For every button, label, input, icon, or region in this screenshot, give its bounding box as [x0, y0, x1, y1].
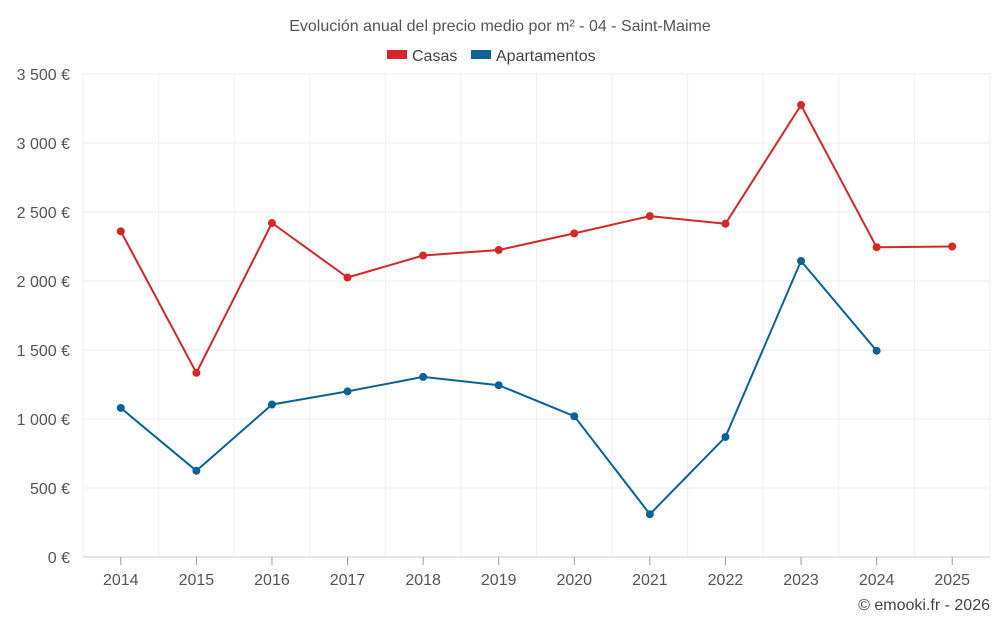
- data-point-casas-2021[interactable]: [645, 212, 654, 221]
- legend-label-casas: Casas: [412, 48, 457, 65]
- legend-swatch-casas: [387, 50, 407, 59]
- legend: Casas Apartamentos: [387, 48, 596, 65]
- y-axis: 0 € 500 € 1 000 € 1 500 € 2 000 € 2 500 € 3 00…: [17, 67, 70, 567]
- data-point-apartamentos-2024[interactable]: [872, 346, 881, 355]
- y-tick-label: 3 000 €: [17, 136, 70, 153]
- legend-swatch-apartamentos: [471, 50, 491, 59]
- data-point-casas-2019[interactable]: [494, 245, 503, 254]
- data-point-casas-2016[interactable]: [267, 219, 276, 228]
- y-tick-label: 2 500 €: [17, 205, 70, 222]
- data-point-apartamentos-2021[interactable]: [645, 510, 654, 519]
- x-tick-label: 2021: [632, 572, 668, 589]
- y-tick-label: 0 €: [48, 550, 70, 567]
- y-tick-label: 500 €: [30, 481, 70, 498]
- legend-item-apartamentos[interactable]: Apartamentos: [471, 48, 596, 65]
- legend-label-apartamentos: Apartamentos: [496, 48, 596, 65]
- data-point-apartamentos-2016[interactable]: [267, 400, 276, 409]
- x-tick-label: 2023: [783, 572, 819, 589]
- data-point-casas-2018[interactable]: [419, 251, 428, 260]
- legend-item-casas[interactable]: Casas: [387, 48, 457, 65]
- y-tick-label: 2 000 €: [17, 274, 70, 291]
- data-point-apartamentos-2023[interactable]: [797, 256, 806, 265]
- data-point-apartamentos-2014[interactable]: [116, 403, 125, 412]
- data-point-apartamentos-2017[interactable]: [343, 387, 352, 396]
- series-apartamentos: [116, 256, 881, 519]
- series-line-casas: [119, 104, 953, 374]
- credit-text: © emooki.fr - 2026: [858, 597, 990, 614]
- x-axis: 2014 2015 2016 2017 2018 2019 2020 2021 2022 2023…: [83, 556, 990, 589]
- data-point-casas-2022[interactable]: [721, 219, 730, 228]
- data-point-casas-2015[interactable]: [192, 368, 201, 377]
- x-tick-label: 2025: [934, 572, 970, 589]
- series-casas: [116, 101, 957, 377]
- x-tick-label: 2019: [481, 572, 517, 589]
- data-point-casas-2023[interactable]: [797, 101, 806, 110]
- series-layer: [116, 101, 957, 519]
- data-point-casas-2014[interactable]: [116, 227, 125, 236]
- data-point-apartamentos-2022[interactable]: [721, 432, 730, 441]
- x-tick-label: 2020: [556, 572, 592, 589]
- x-tick-label: 2015: [179, 572, 215, 589]
- data-point-casas-2017[interactable]: [343, 273, 352, 282]
- data-point-casas-2025[interactable]: [948, 242, 957, 251]
- x-tick-label: 2018: [405, 572, 441, 589]
- y-tick-label: 1 500 €: [17, 343, 70, 360]
- data-point-casas-2020[interactable]: [570, 229, 579, 238]
- data-point-casas-2024[interactable]: [872, 243, 881, 252]
- y-tick-label: 1 000 €: [17, 412, 70, 429]
- x-tick-label: 2017: [330, 572, 366, 589]
- x-tick-label: 2024: [859, 572, 895, 589]
- x-tick-label: 2022: [708, 572, 744, 589]
- data-point-apartamentos-2019[interactable]: [494, 381, 503, 390]
- data-point-apartamentos-2018[interactable]: [419, 372, 428, 381]
- x-tick-label: 2014: [103, 572, 139, 589]
- y-tick-label: 3 500 €: [17, 67, 70, 84]
- chart-title: Evolución anual del precio medio por m² …: [289, 18, 711, 35]
- grid: [82, 73, 991, 557]
- x-tick-label: 2016: [254, 572, 290, 589]
- data-point-apartamentos-2020[interactable]: [570, 412, 579, 421]
- data-point-apartamentos-2015[interactable]: [192, 466, 201, 475]
